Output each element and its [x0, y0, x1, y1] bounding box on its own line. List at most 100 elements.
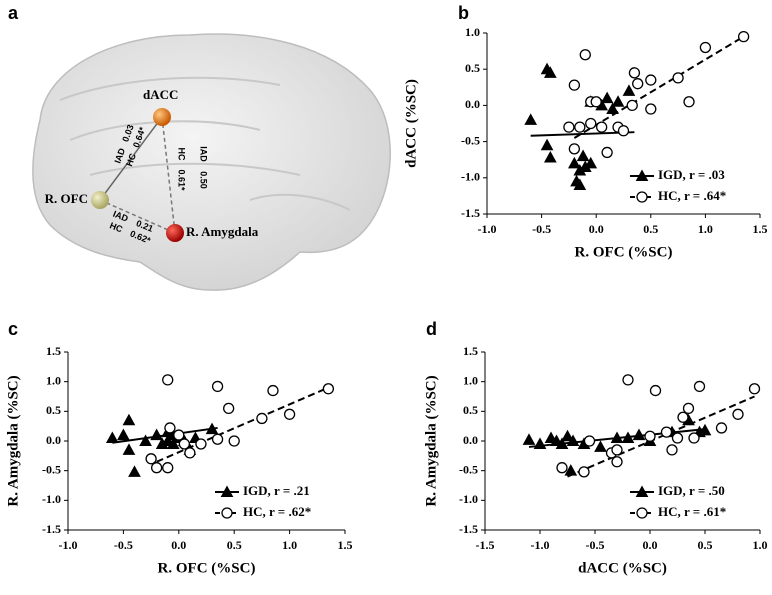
point: [666, 444, 678, 456]
point: [584, 156, 598, 169]
y-tick-label: 0.5: [465, 61, 480, 75]
legend-label: IGD, r = .50: [658, 483, 725, 498]
point: [644, 430, 656, 442]
node: [166, 224, 184, 242]
point: [617, 125, 630, 137]
y-tick-label: 1.0: [465, 25, 480, 39]
point: [543, 66, 557, 78]
point: [184, 447, 196, 459]
point: [524, 113, 538, 125]
legend-label: HC, r = .62*: [243, 504, 311, 519]
scatter-panel: d -1.5 -1.0 -0.5 0.0 0.5 1.0 1.5 -1.5 -1.0 -0.5 0.0…: [423, 319, 767, 577]
x-tick-label: 0.5: [698, 538, 713, 552]
point: [611, 456, 623, 468]
point: [732, 408, 744, 420]
point: [583, 435, 596, 447]
x-tick-label: 1.0: [282, 538, 297, 552]
y-tick-label: 0.5: [46, 403, 61, 417]
point: [164, 422, 176, 434]
point: [556, 462, 568, 474]
panel-label: c: [8, 319, 18, 339]
point: [660, 426, 673, 438]
legend-marker: [635, 169, 649, 181]
point: [117, 428, 130, 441]
point: [579, 49, 591, 61]
point: [561, 429, 574, 442]
point: [543, 150, 557, 163]
legend-marker: [636, 507, 648, 519]
point: [671, 432, 684, 444]
node: [91, 191, 109, 209]
point: [573, 164, 587, 176]
x-tick-label: 0.5: [227, 538, 242, 552]
point: [568, 156, 581, 169]
scatter-panel: b -1.5 -1.0 -0.5 0.0 0.5 1.0 -1.0 -0.5 0.0 0.5 1.0 1…: [403, 3, 767, 261]
y-tick-label: -1.5: [461, 206, 480, 220]
point: [596, 121, 608, 133]
point: [162, 462, 174, 474]
point: [672, 72, 684, 84]
point: [228, 435, 240, 447]
panel-label: a: [8, 3, 19, 23]
legend-label: IGD, r = .21: [243, 483, 310, 498]
point: [128, 465, 141, 477]
point: [585, 117, 597, 130]
point: [574, 121, 586, 133]
x-tick-label: 1.5: [753, 222, 768, 236]
y-tick-label: 1.5: [463, 344, 478, 358]
point: [590, 96, 602, 108]
x-tick-label: -1.0: [478, 222, 497, 236]
scatter-panel: c -1.5 -1.0 -0.5 0.0 0.5 1.0 1.5 -1.0 -0.5 0.0 0.5 1…: [5, 319, 352, 577]
point: [715, 422, 728, 434]
y-tick-label: 0.0: [465, 97, 480, 111]
point: [173, 429, 185, 441]
point: [688, 432, 700, 444]
point: [145, 453, 157, 465]
point: [748, 383, 761, 395]
point: [533, 437, 547, 449]
point: [645, 74, 657, 86]
connection: [99, 116, 163, 201]
point: [737, 30, 750, 43]
point: [166, 437, 180, 449]
point: [223, 402, 235, 415]
x-tick-label: 1.0: [698, 222, 713, 236]
brain: [32, 33, 391, 291]
point: [540, 138, 554, 151]
legend-label: HC, r = .64*: [658, 188, 726, 203]
point: [122, 413, 136, 426]
point: [611, 444, 623, 456]
point: [693, 380, 706, 393]
point: [267, 384, 279, 397]
point: [578, 466, 590, 478]
x-tick-label: -1.5: [476, 538, 495, 552]
y-tick-label: 1.0: [46, 373, 61, 387]
x-tick-label: 0.0: [589, 222, 604, 236]
legend-marker: [221, 507, 233, 519]
fit-line: [156, 386, 329, 463]
point: [677, 411, 689, 423]
x-tick-label: 1.0: [753, 538, 768, 552]
point: [622, 374, 634, 386]
node-label: R. OFC: [45, 191, 88, 206]
y-tick-label: -1.5: [459, 522, 478, 536]
point: [632, 78, 644, 90]
point: [150, 462, 163, 474]
fit-line: [567, 395, 755, 478]
point: [698, 423, 712, 436]
y-tick-label: -0.5: [459, 462, 478, 476]
point: [645, 103, 657, 115]
legend-entry: IGD, r = .21: [215, 483, 310, 498]
point: [139, 434, 152, 446]
panel-a: a dACC R. OFC R. Amygdala IAD HC 0.03 0.…: [8, 3, 391, 291]
y-tick-label: -0.5: [42, 462, 61, 476]
y-tick-label: -1.0: [461, 170, 480, 184]
legend-label: IGD, r = .03: [658, 167, 725, 182]
point: [610, 431, 624, 444]
node-label: dACC: [143, 87, 178, 102]
point: [122, 443, 136, 455]
x-tick-label: -0.5: [532, 222, 551, 236]
x-tick-label: -1.0: [59, 538, 78, 552]
x-tick-label: 0.0: [643, 538, 658, 552]
